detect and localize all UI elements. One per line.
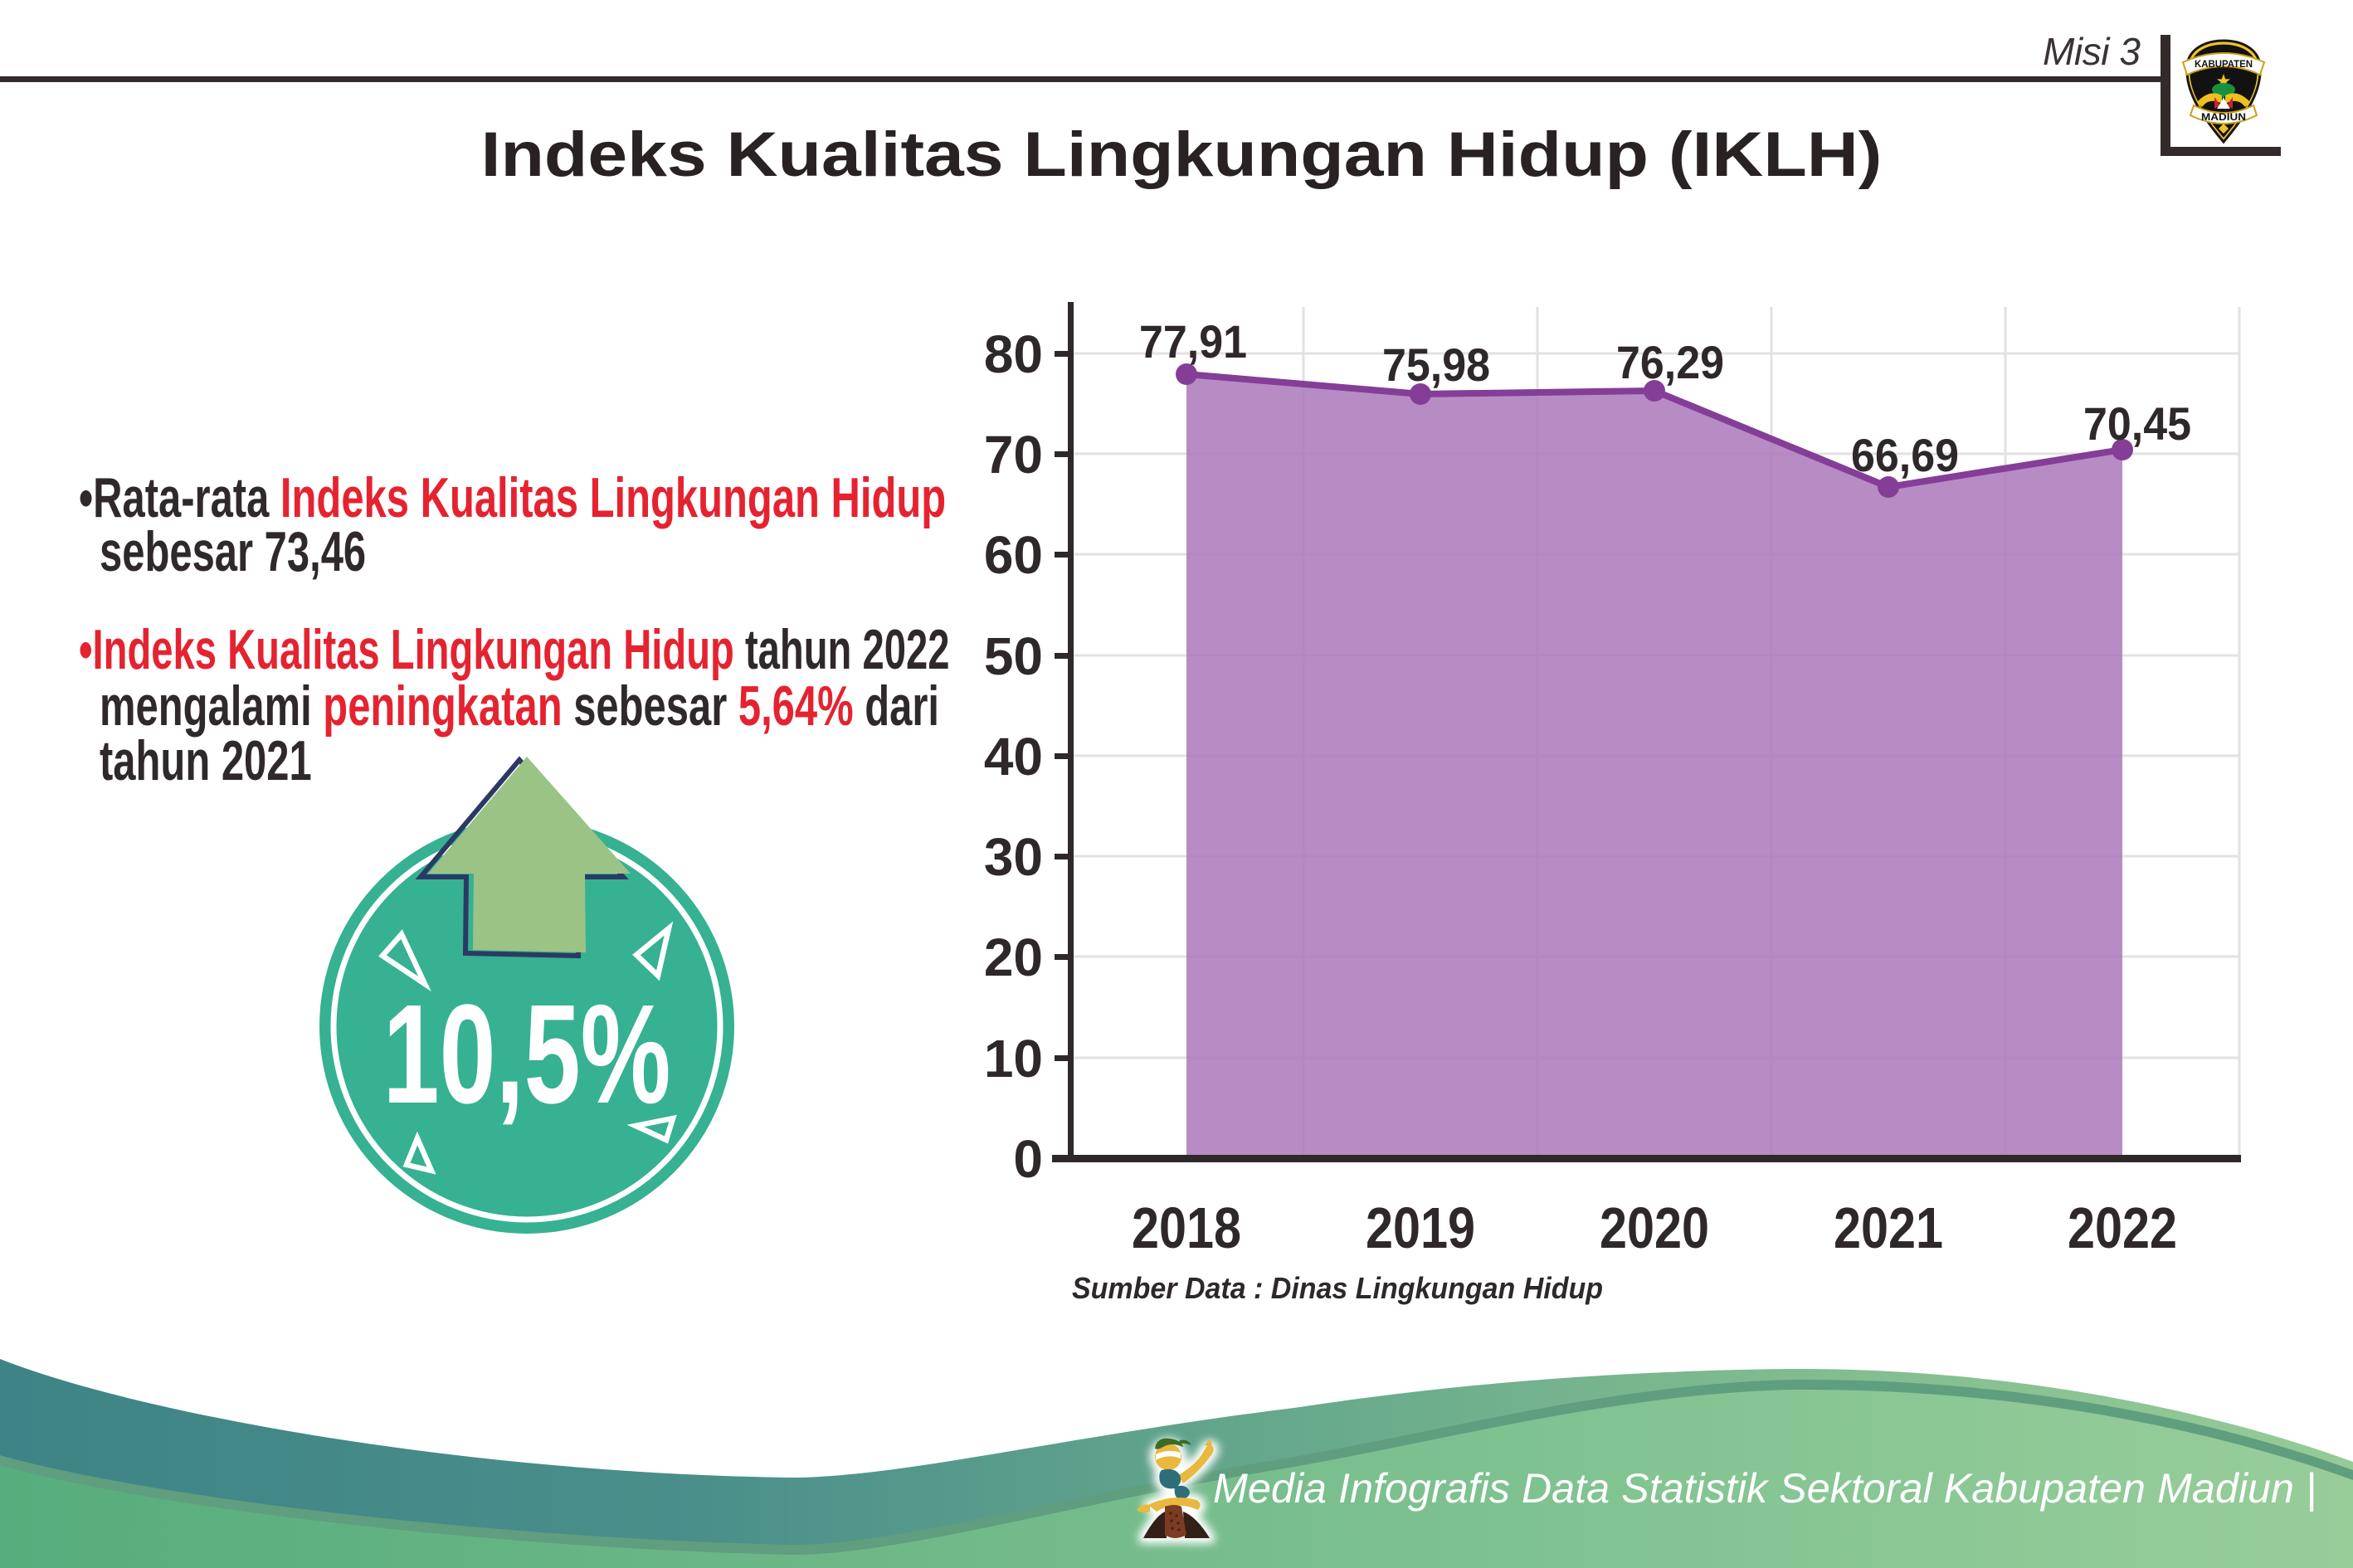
svg-text:•Indeks Kualitas Lingkungan Hi: •Indeks Kualitas Lingkungan Hidup tahun … <box>79 619 949 682</box>
svg-text:2018: 2018 <box>1132 1195 1241 1260</box>
svg-text:Sumber Data : Dinas Lingkungan: Sumber Data : Dinas Lingkungan Hidup <box>1072 1271 1603 1305</box>
svg-text:40: 40 <box>984 727 1043 786</box>
svg-text:Media Infografis Data Statisti: Media Infografis Data Statistik Sektoral… <box>1213 1465 2316 1512</box>
svg-text:50: 50 <box>984 626 1043 686</box>
svg-text:60: 60 <box>984 525 1043 585</box>
svg-text:75,98: 75,98 <box>1382 338 1490 391</box>
svg-text:KABUPATEN: KABUPATEN <box>2195 58 2253 70</box>
svg-text:10,5%: 10,5% <box>382 976 670 1132</box>
svg-text:30: 30 <box>984 827 1043 887</box>
svg-text:20: 20 <box>984 928 1043 987</box>
svg-text:sebesar 73,46: sebesar 73,46 <box>100 519 366 583</box>
svg-text:10: 10 <box>984 1029 1043 1088</box>
svg-text:Indeks Kualitas Lingkungan Hid: Indeks Kualitas Lingkungan Hidup (IKLH) <box>481 120 1883 190</box>
svg-text:0: 0 <box>1013 1129 1043 1189</box>
svg-text:mengalami peningkatan sebesar: mengalami peningkatan sebesar 5,64% dari <box>100 674 939 738</box>
svg-text:tahun 2021: tahun 2021 <box>100 728 312 792</box>
svg-text:76,29: 76,29 <box>1616 336 1724 388</box>
svg-text:•Rata-rata Indeks Kualitas Lin: •Rata-rata Indeks Kualitas Lingkungan Hi… <box>79 465 946 529</box>
svg-text:2020: 2020 <box>1600 1195 1709 1260</box>
svg-text:2021: 2021 <box>1834 1195 1943 1260</box>
svg-text:Misi 3: Misi 3 <box>2043 30 2141 73</box>
svg-text:2019: 2019 <box>1366 1195 1475 1260</box>
svg-text:2022: 2022 <box>2068 1195 2177 1260</box>
svg-text:70: 70 <box>984 425 1043 485</box>
svg-text:MADIUN: MADIUN <box>2201 111 2246 123</box>
svg-text:70,45: 70,45 <box>2083 397 2191 450</box>
svg-text:77,91: 77,91 <box>1139 315 1247 368</box>
svg-text:66,69: 66,69 <box>1851 429 1959 481</box>
svg-text:80: 80 <box>984 324 1043 384</box>
